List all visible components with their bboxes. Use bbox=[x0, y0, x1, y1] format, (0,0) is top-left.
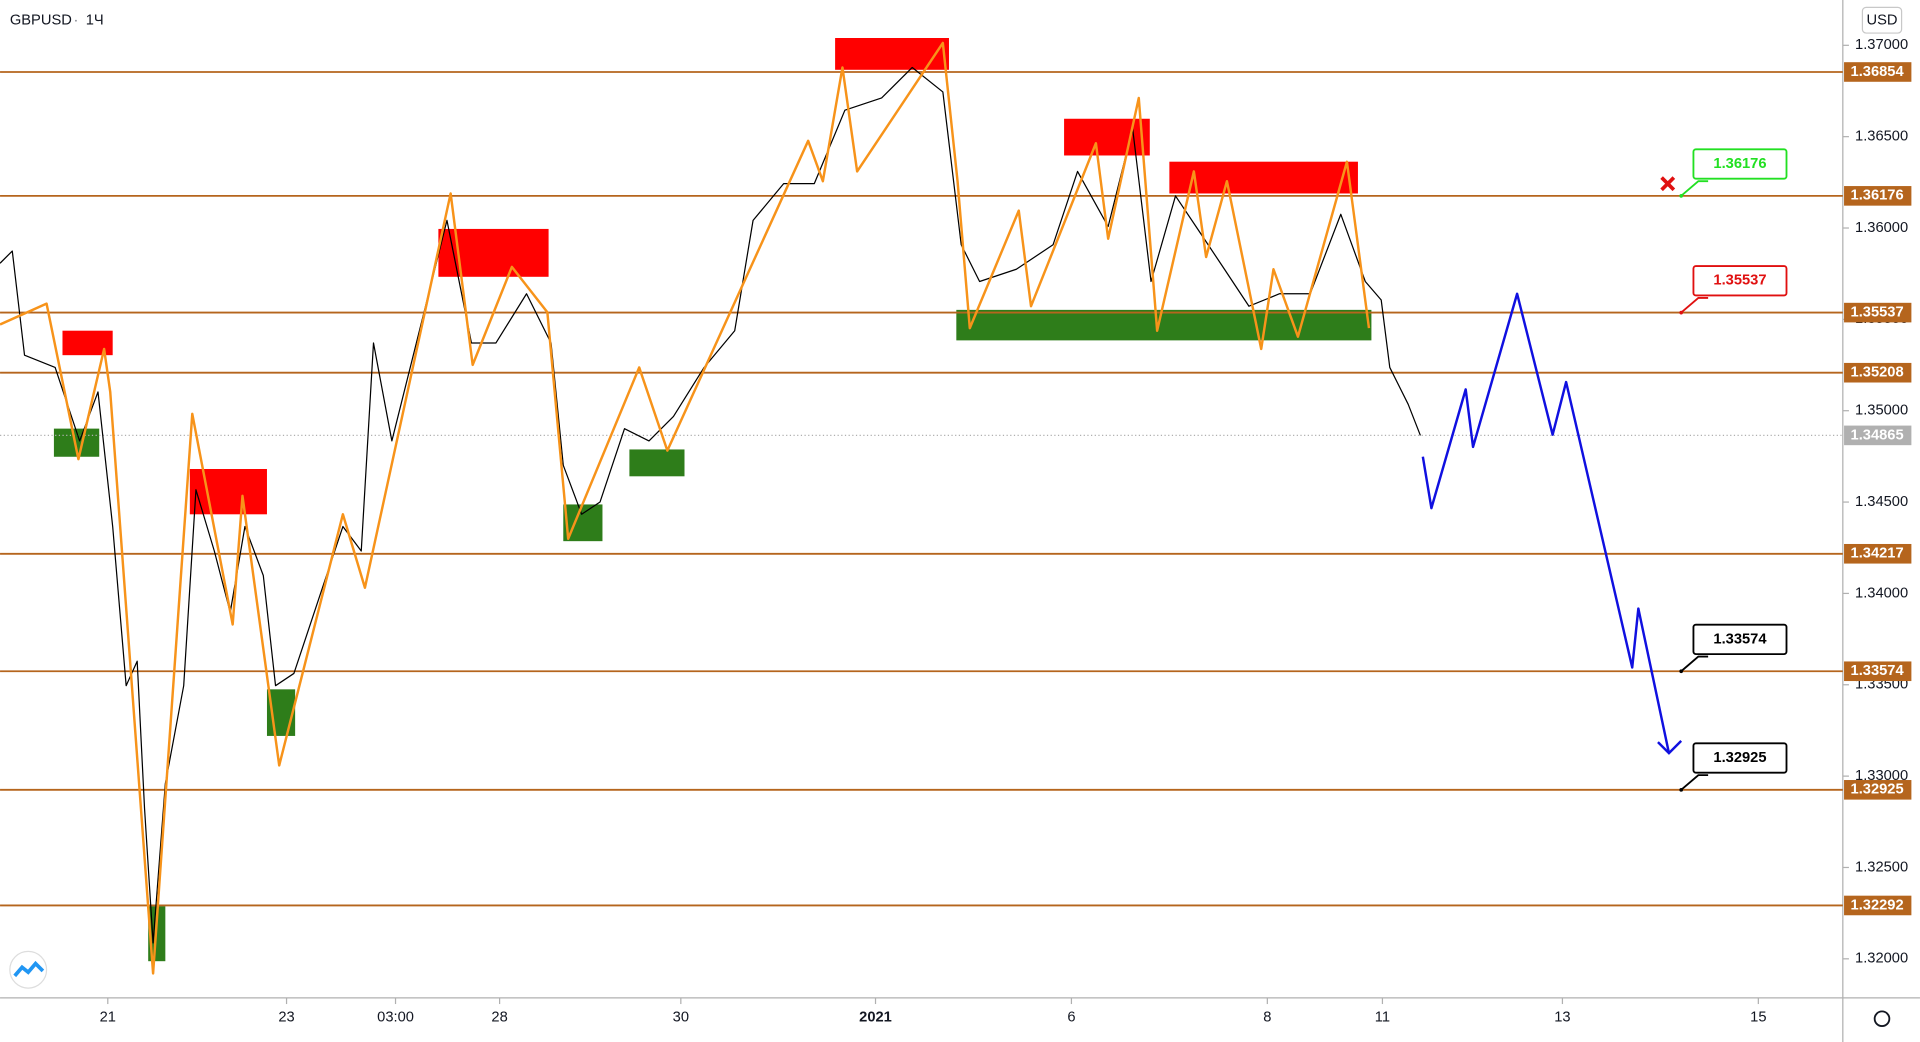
x-tick-label: 03:00 bbox=[377, 1009, 414, 1025]
level-label: 1.32292 bbox=[1851, 897, 1904, 913]
zone bbox=[956, 309, 1372, 341]
y-tick-label: 1.32000 bbox=[1855, 951, 1908, 967]
callout-pointer bbox=[1680, 774, 1709, 791]
callout-label: 1.36176 bbox=[1713, 156, 1766, 172]
separator: · bbox=[74, 13, 79, 29]
callout-label: 1.33574 bbox=[1713, 631, 1767, 647]
currency-button[interactable] bbox=[1861, 6, 1903, 34]
callout-box bbox=[1692, 742, 1788, 774]
x-marker bbox=[1660, 176, 1676, 192]
series-line bbox=[1421, 292, 1671, 754]
x-tick-label: 23 bbox=[278, 1009, 294, 1025]
series-line bbox=[0, 41, 1371, 975]
x-tick-label: 13 bbox=[1554, 1009, 1570, 1025]
last-price-label: 1.34865 bbox=[1851, 427, 1904, 443]
x-tick-label: 21 bbox=[100, 1009, 116, 1025]
callout-box bbox=[1692, 148, 1788, 180]
level-label-bg bbox=[1844, 780, 1912, 800]
symbol[interactable]: GBPUSD bbox=[10, 13, 72, 29]
logo-icon bbox=[13, 960, 45, 978]
level-label-bg bbox=[1844, 302, 1912, 323]
callout-pointer bbox=[1680, 296, 1709, 314]
y-tick-label: 1.34000 bbox=[1855, 585, 1908, 601]
level-label: 1.36854 bbox=[1851, 64, 1905, 80]
y-tick-label: 1.37000 bbox=[1855, 37, 1908, 53]
level-label-bg bbox=[1844, 661, 1912, 682]
settings[interactable] bbox=[1873, 1010, 1891, 1028]
last-price-label-bg bbox=[1844, 425, 1912, 446]
callout-box bbox=[1692, 265, 1788, 297]
y-tick-label: 1.35000 bbox=[1855, 403, 1908, 419]
level-label: 1.32925 bbox=[1851, 782, 1904, 798]
callout-label: 1.32925 bbox=[1713, 750, 1766, 766]
arrow-head bbox=[1657, 739, 1683, 755]
y-tick-label: 1.33000 bbox=[1855, 768, 1908, 784]
level-label-bg bbox=[1844, 895, 1912, 916]
level-label-bg bbox=[1844, 543, 1912, 564]
x-tick-label: 30 bbox=[673, 1009, 689, 1025]
x-tick-label: 11 bbox=[1375, 1009, 1390, 1025]
interval[interactable]: 1Ч bbox=[86, 13, 104, 29]
y-tick-label: 1.36500 bbox=[1855, 129, 1908, 145]
callout-box bbox=[1692, 623, 1788, 656]
x-tick-label: 2021 bbox=[859, 1009, 892, 1025]
x-tick-label: 6 bbox=[1067, 1009, 1075, 1025]
level-label: 1.35208 bbox=[1851, 365, 1904, 381]
level-label: 1.34217 bbox=[1851, 546, 1904, 562]
level-label-bg bbox=[1844, 362, 1912, 383]
currency[interactable]: USD bbox=[1866, 13, 1897, 29]
level-label-bg bbox=[1844, 186, 1912, 206]
zone bbox=[629, 449, 685, 477]
level-label: 1.36176 bbox=[1851, 188, 1904, 204]
level-label: 1.33574 bbox=[1851, 663, 1905, 679]
level-label: 1.35537 bbox=[1851, 304, 1904, 320]
y-tick-label: 1.32500 bbox=[1855, 859, 1908, 875]
zone bbox=[1169, 161, 1358, 194]
x-tick-label: 15 bbox=[1750, 1009, 1766, 1025]
y-tick-label: 1.34500 bbox=[1855, 494, 1908, 510]
y-tick-label: 1.36000 bbox=[1855, 220, 1908, 236]
x-tick-label: 28 bbox=[491, 1009, 507, 1025]
zone bbox=[189, 468, 267, 515]
zone bbox=[1064, 118, 1150, 156]
x-tick-label: 8 bbox=[1263, 1009, 1271, 1025]
callout-label: 1.35537 bbox=[1713, 273, 1766, 289]
zone bbox=[835, 38, 949, 70]
level-label-bg bbox=[1844, 62, 1912, 82]
callout-pointer bbox=[1680, 180, 1709, 197]
callout-pointer bbox=[1680, 655, 1709, 672]
